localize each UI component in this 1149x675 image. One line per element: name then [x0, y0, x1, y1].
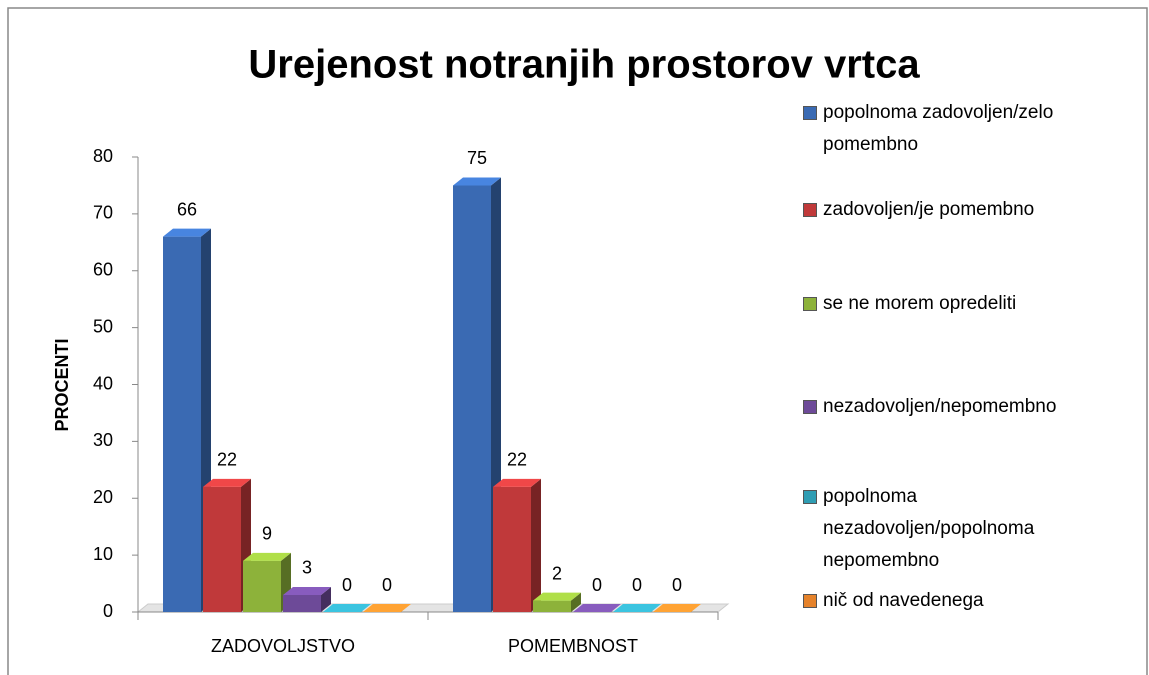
- legend-label: zadovoljen/je pomembno: [823, 199, 1035, 220]
- bar: [613, 604, 661, 612]
- data-label: 75: [467, 148, 487, 168]
- chart-title: Urejenost notranjih prostorov vrtca: [248, 43, 920, 87]
- x-tick-label: POMEMBNOST: [508, 636, 638, 656]
- data-label: 0: [632, 575, 642, 595]
- legend-swatch: [803, 490, 817, 504]
- data-label: 0: [672, 575, 682, 595]
- bar-top: [493, 478, 541, 487]
- y-tick-label: 80: [93, 146, 113, 166]
- legend-swatch: [803, 203, 817, 217]
- bar-top: [283, 586, 331, 595]
- bar: [163, 228, 211, 612]
- bar-top: [653, 604, 701, 612]
- bar-front: [533, 600, 571, 612]
- bar-side: [571, 592, 581, 612]
- data-label: 66: [177, 199, 197, 219]
- legend-swatch: [803, 297, 817, 311]
- legend-label: popolnoma zadovoljen/zelo pomembno: [823, 102, 1054, 155]
- x-tick-label: ZADOVOLJSTVO: [211, 636, 355, 656]
- data-label: 0: [592, 575, 602, 595]
- bar-top: [363, 604, 411, 612]
- y-tick-label: 70: [93, 203, 113, 223]
- bar: [573, 604, 621, 612]
- legend-item: se ne morem opredeliti: [803, 288, 1133, 320]
- bar-front: [243, 560, 281, 612]
- bar: [653, 604, 701, 612]
- bar: [453, 177, 501, 612]
- data-label: 0: [342, 575, 352, 595]
- y-tick-label: 0: [103, 601, 113, 621]
- bar-top: [163, 228, 211, 237]
- data-label: 0: [382, 575, 392, 595]
- y-tick-label: 20: [93, 487, 113, 507]
- bar-top: [613, 604, 661, 612]
- legend-label: popolnoma nezadovoljen/popolnoma nepomem…: [823, 486, 1035, 571]
- legend-swatch: [803, 594, 817, 608]
- legend-item: nezadovoljen/nepomembno: [803, 391, 1133, 423]
- y-axis-label: PROCENTI: [52, 338, 72, 431]
- legend-item: popolnoma zadovoljen/zelo pomembno: [803, 97, 1133, 161]
- data-label: 22: [507, 450, 527, 470]
- legend-item: popolnoma nezadovoljen/popolnoma nepomem…: [803, 481, 1133, 577]
- bar-top: [323, 604, 371, 612]
- y-tick-label: 10: [93, 544, 113, 564]
- bar-front: [493, 486, 531, 612]
- bar-side: [321, 586, 331, 612]
- data-label: 2: [552, 563, 562, 583]
- legend-swatch: [803, 106, 817, 120]
- bar-front: [203, 486, 241, 612]
- bar: [283, 586, 331, 612]
- bar-top: [203, 478, 251, 487]
- bar-top: [453, 177, 501, 186]
- bar-front: [283, 594, 321, 612]
- y-tick-label: 50: [93, 316, 113, 336]
- y-tick-label: 30: [93, 430, 113, 450]
- legend-item: nič od navedenega: [803, 585, 1133, 617]
- bar: [363, 604, 411, 612]
- chart-border: [7, 7, 1148, 675]
- legend-label: nezadovoljen/nepomembno: [823, 396, 1057, 417]
- legend-swatch: [803, 400, 817, 414]
- bar: [203, 478, 251, 612]
- y-tick-label: 60: [93, 260, 113, 280]
- data-label: 22: [217, 450, 237, 470]
- bar: [323, 604, 371, 612]
- data-label: 9: [262, 524, 272, 544]
- bar-top: [533, 592, 581, 601]
- legend-label: se ne morem opredeliti: [823, 293, 1017, 314]
- y-tick-label: 40: [93, 373, 113, 393]
- bar: [533, 592, 581, 612]
- bar-top: [573, 604, 621, 612]
- bar-top: [243, 552, 291, 561]
- legend-label: nič od navedenega: [823, 590, 984, 611]
- bar-front: [163, 236, 201, 612]
- bar: [493, 478, 541, 612]
- bar-front: [453, 185, 491, 612]
- legend-item: zadovoljen/je pomembno: [803, 194, 1133, 226]
- bar-side: [531, 478, 541, 612]
- data-label: 3: [302, 558, 312, 578]
